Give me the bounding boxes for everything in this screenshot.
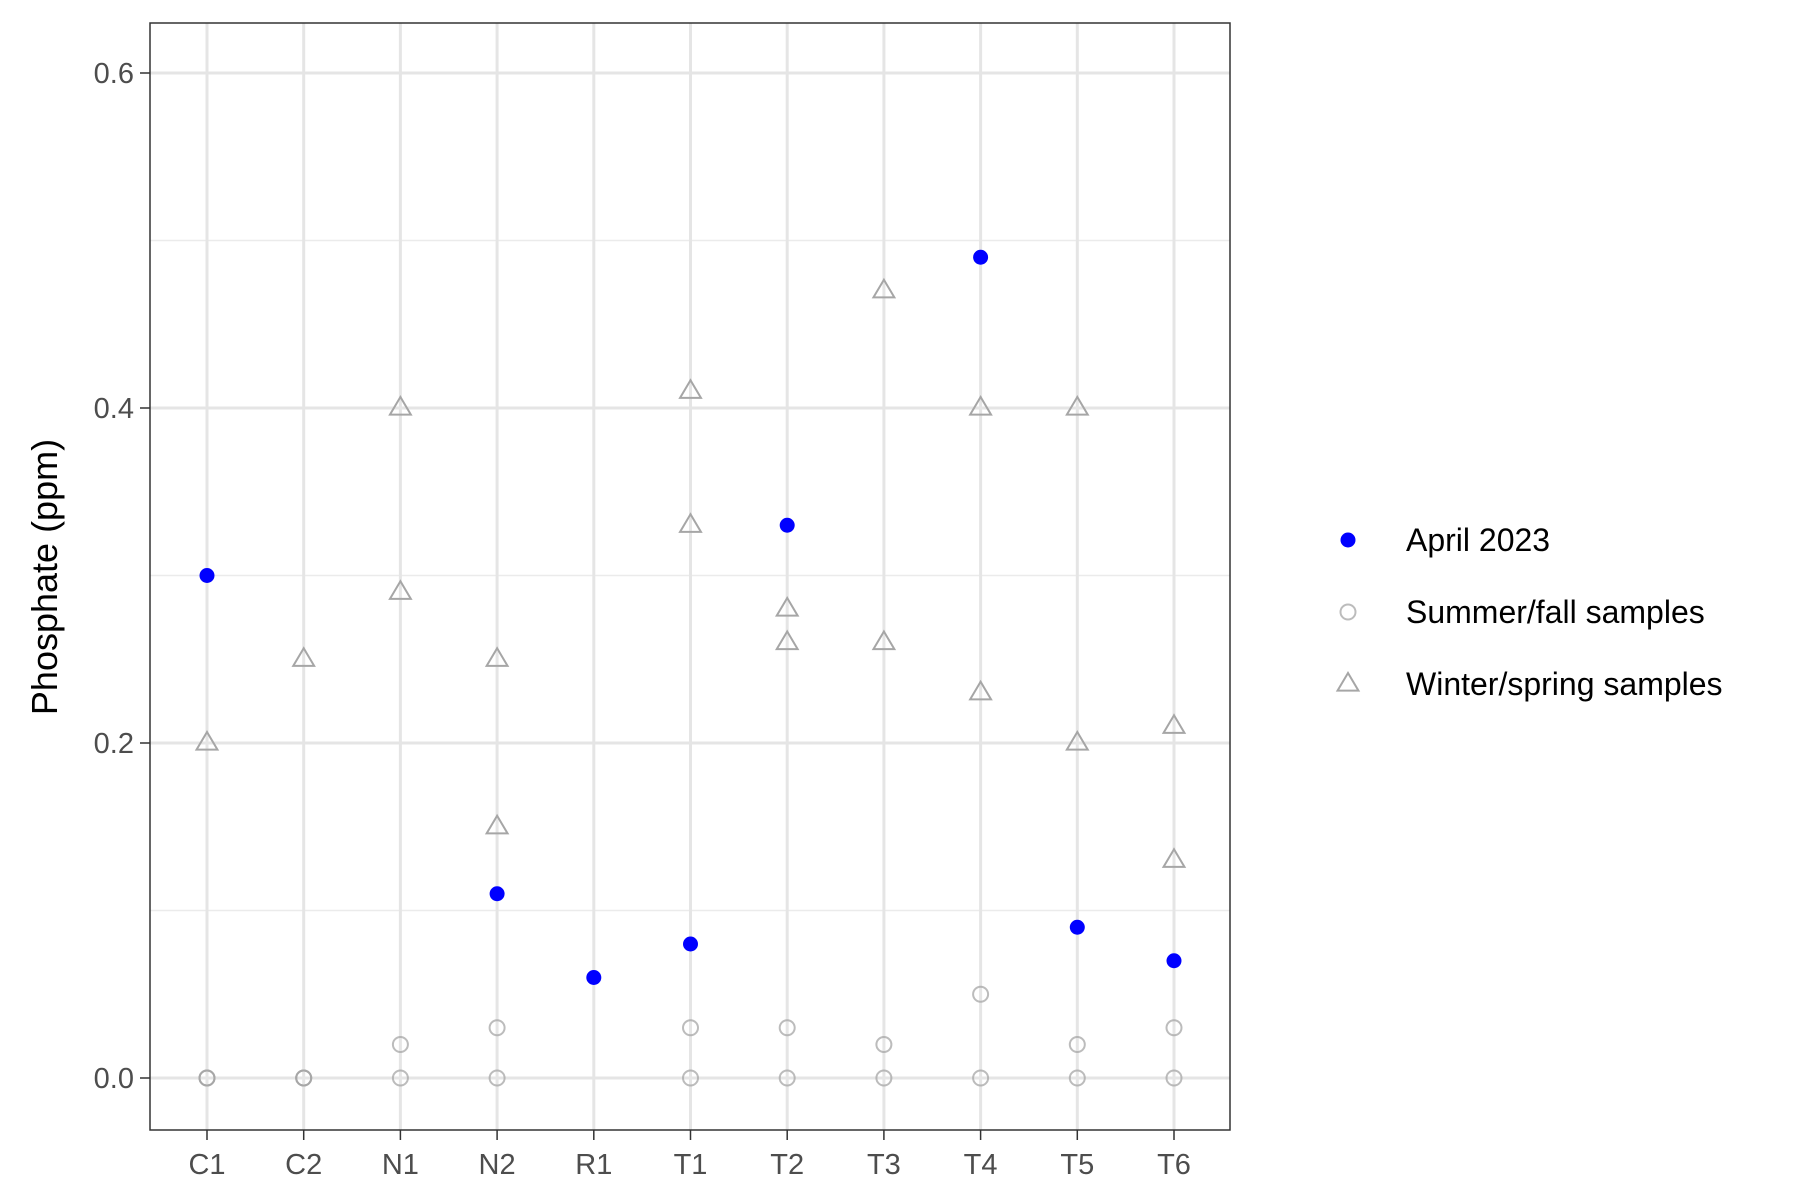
x-tick-label: T2 xyxy=(770,1149,804,1181)
data-point xyxy=(295,1069,313,1087)
legend-label: Winter/spring samples xyxy=(1406,666,1723,702)
x-tick-label: C2 xyxy=(285,1149,322,1181)
data-point xyxy=(1161,713,1187,734)
data-point xyxy=(973,249,989,265)
data-point xyxy=(774,596,800,617)
data-point xyxy=(779,517,795,533)
data-point xyxy=(871,629,897,651)
data-point xyxy=(682,1069,699,1087)
x-tick-label: T4 xyxy=(964,1149,998,1181)
data-point xyxy=(586,970,602,985)
x-tick-label: N1 xyxy=(382,1149,419,1181)
x-tick-label: C1 xyxy=(188,1149,225,1181)
data-point xyxy=(678,512,703,533)
data-point xyxy=(968,395,993,416)
data-point xyxy=(875,1069,893,1087)
x-tick-label: N2 xyxy=(479,1149,516,1181)
legend-key xyxy=(1339,603,1357,621)
x-axis: C1 C2 N1 N2 R1 T1 T2 T3 T4 T5 T6 xyxy=(188,1130,1191,1181)
data-point xyxy=(875,1036,893,1053)
data-point xyxy=(1068,1036,1086,1053)
data-point xyxy=(489,886,505,902)
data-point xyxy=(388,395,413,416)
data-point xyxy=(968,679,993,701)
data-point xyxy=(778,1069,796,1087)
data-point xyxy=(778,1019,796,1037)
data-point xyxy=(972,985,990,1003)
data-point xyxy=(391,1036,409,1053)
data-point xyxy=(1068,1069,1086,1087)
y-tick-label: 0.6 xyxy=(94,58,134,90)
data-point xyxy=(871,277,897,299)
x-tick-label: T5 xyxy=(1060,1149,1094,1181)
data-points xyxy=(194,249,1187,1087)
data-point xyxy=(1161,847,1187,868)
x-tick-label: T3 xyxy=(867,1149,901,1181)
major-gridlines xyxy=(150,23,1230,1130)
data-point xyxy=(774,629,800,651)
data-point xyxy=(391,1069,409,1087)
data-point xyxy=(1069,919,1085,935)
data-point xyxy=(488,1069,506,1087)
legend-label: April 2023 xyxy=(1406,522,1550,558)
data-point xyxy=(683,936,698,952)
data-point xyxy=(678,378,703,399)
data-point xyxy=(1065,395,1090,416)
y-tick-label: 0.4 xyxy=(94,393,134,425)
data-point xyxy=(972,1069,990,1087)
x-tick-label: T6 xyxy=(1157,1149,1191,1181)
data-point xyxy=(194,730,220,751)
legend-label: Summer/fall samples xyxy=(1406,594,1705,630)
x-tick-label: R1 xyxy=(575,1149,612,1181)
data-point xyxy=(1065,730,1090,751)
y-tick-label: 0.2 xyxy=(94,728,134,760)
data-point xyxy=(1165,1019,1183,1037)
data-point xyxy=(1165,1069,1183,1087)
data-point xyxy=(682,1019,699,1037)
data-point xyxy=(484,646,510,667)
y-tick-label: 0.0 xyxy=(94,1063,134,1095)
legend: April 2023 Summer/fall samples Winter/spri… xyxy=(1335,522,1723,702)
data-point xyxy=(291,646,316,667)
data-point xyxy=(198,1069,216,1087)
legend-key xyxy=(1335,671,1361,692)
data-point xyxy=(484,813,510,835)
y-axis-title: Phosphate (ppm) xyxy=(24,439,65,715)
x-tick-label: T1 xyxy=(674,1149,708,1181)
data-point xyxy=(488,1019,506,1037)
legend-key xyxy=(1340,532,1356,548)
data-point xyxy=(1166,953,1182,969)
data-point xyxy=(199,568,215,583)
y-axis: 0.0 0.2 0.4 0.6 xyxy=(94,58,150,1095)
data-point xyxy=(388,579,413,600)
